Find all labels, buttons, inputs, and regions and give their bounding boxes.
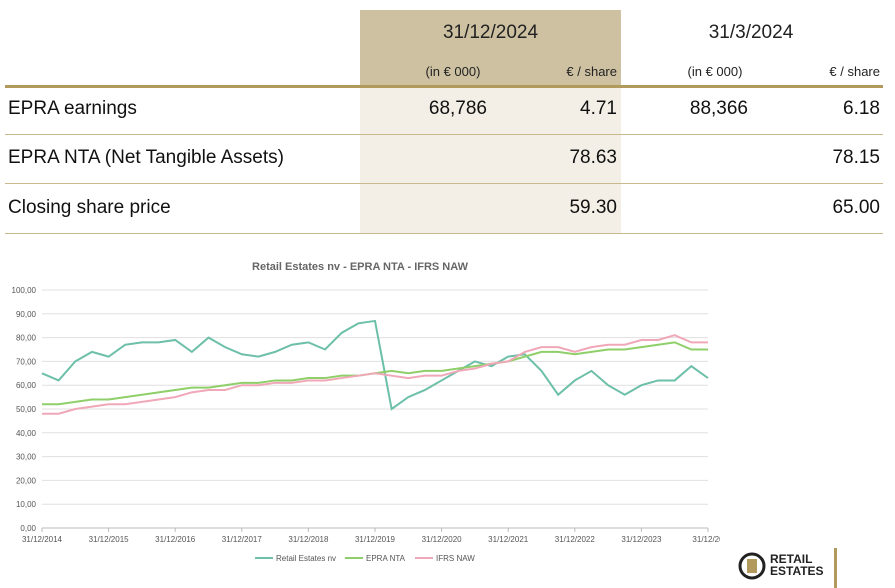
header-rule [5,85,883,88]
column-date: 31/12/2024 [442,22,539,43]
highlight-body [360,88,621,233]
row-separator [5,233,883,234]
y-tick-label: 20,00 [16,476,37,485]
y-tick-label: 70,00 [16,357,37,366]
x-tick-label: 31/12/2014 [22,535,63,544]
logo-text: RETAIL ESTATES [770,553,824,577]
column-unit: € / share [829,64,880,79]
cell: 68,786 [428,98,487,119]
cell: 88,366 [689,98,748,119]
chart-title: Retail Estates nv - EPRA NTA - IFRS NAW [252,261,469,273]
legend-label: EPRA NTA [366,554,406,563]
cell: 4.71 [580,98,617,119]
x-tick-label: 31/12/2015 [89,535,130,544]
y-tick-label: 30,00 [16,453,37,462]
column-unit: € / share [566,64,617,79]
x-tick-label: 31/12/20 [692,535,720,544]
chart: Retail Estates nv - EPRA NTA - IFRS NAW … [12,261,720,563]
column-unit: (in € 000) [687,64,743,79]
y-tick-label: 100,00 [12,286,37,295]
x-tick-label: 31/12/2019 [355,535,396,544]
x-tick-label: 31/12/2016 [155,535,196,544]
row-separator [5,183,883,184]
logo-line: RETAIL [770,552,813,566]
x-tick-label: 31/12/2020 [422,535,463,544]
y-tick-label: 60,00 [16,381,37,390]
row-label: EPRA NTA (Net Tangible Assets) [8,147,284,168]
x-tick-label: 31/12/2021 [488,535,529,544]
logo-line: ESTATES [770,564,824,578]
series-line [42,334,708,415]
y-tick-label: 40,00 [16,429,37,438]
x-tick-label: 31/12/2023 [621,535,662,544]
cell: 78.15 [832,147,880,168]
row-separator [5,134,883,135]
y-tick-label: 90,00 [16,310,37,319]
column-unit: (in € 000) [425,64,481,79]
logo-icon [738,552,766,580]
cell: 78.63 [569,147,617,168]
cell: 6.18 [843,98,880,119]
row-label: Closing share price [8,197,171,218]
y-tick-label: 50,00 [16,405,37,414]
y-tick-label: 80,00 [16,334,37,343]
cell: 65.00 [832,197,880,218]
row-label: EPRA earnings [8,98,137,119]
logo-mark [747,559,757,573]
series-line [41,319,709,411]
x-tick-label: 31/12/2022 [555,535,596,544]
y-tick-label: 0,00 [20,524,36,533]
column-date: 31/3/2024 [708,22,794,43]
legend-label: IFRS NAW [436,554,475,563]
logo-rule [834,548,837,588]
highlight-header [360,10,621,85]
legend-label: Retail Estates nv [276,554,336,563]
y-tick-label: 10,00 [16,500,37,509]
cell: 59.30 [569,197,617,218]
logo-ring [738,552,766,580]
x-tick-label: 31/12/2018 [288,535,329,544]
x-tick-label: 31/12/2017 [222,535,263,544]
